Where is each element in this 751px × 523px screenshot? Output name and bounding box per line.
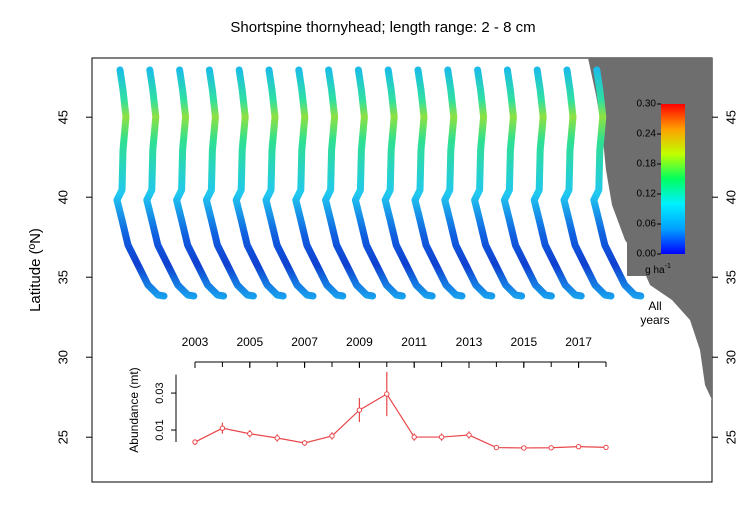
data-point — [274, 435, 280, 441]
data-point — [575, 443, 582, 450]
colorbar-tick-label: 0.18 — [637, 159, 657, 170]
colorbar-tick-label: 0.12 — [637, 189, 657, 200]
colorbar-unit: g ha — [645, 265, 665, 276]
map-strip — [173, 66, 228, 300]
map-strip — [351, 66, 406, 300]
map-strip — [500, 66, 555, 300]
y-tick-label: 45 — [55, 110, 70, 124]
colorbar-tick-label: 0.24 — [637, 129, 657, 140]
data-point — [411, 434, 417, 440]
data-point — [192, 439, 198, 445]
data-point — [219, 425, 226, 431]
chart-title: Shortspine thornyhead; length range: 2 -… — [230, 19, 535, 36]
colorbar-exponent: -1 — [665, 263, 671, 270]
y-tick-label-right: 30 — [723, 350, 738, 364]
x-tick-label: 2017 — [565, 335, 592, 349]
map-strip — [113, 66, 168, 300]
map-strips — [113, 66, 645, 300]
x-tick-label: 2015 — [510, 335, 537, 349]
data-point — [247, 431, 253, 437]
map-strip — [232, 66, 287, 300]
data-point — [329, 433, 335, 439]
data-point — [384, 391, 390, 397]
data-point — [466, 432, 472, 438]
x-tick-label: 2003 — [182, 335, 209, 349]
map-strip — [292, 66, 347, 300]
colorbar-tick-label: 0.06 — [637, 219, 657, 230]
x-tick-label: 2011 — [401, 335, 427, 349]
map-strip — [381, 66, 436, 300]
map-strip — [322, 66, 377, 300]
map-strip — [262, 66, 317, 300]
data-point — [603, 444, 609, 451]
y-tick-label-right: 45 — [723, 110, 738, 124]
y-tick-label-right: 35 — [723, 270, 738, 284]
map-strip — [530, 66, 585, 300]
y-tick-label: 0.03 — [154, 382, 166, 403]
y-tick-label: 35 — [55, 270, 70, 284]
x-tick-label: 2013 — [456, 335, 483, 349]
x-tick-label: 2005 — [236, 335, 263, 349]
map-strip — [441, 66, 496, 300]
colorbar-label: g ha-1 — [645, 263, 671, 276]
inset-y-title: Abundance (mt) — [127, 367, 141, 452]
annotation: All — [648, 299, 661, 313]
data-point — [438, 434, 445, 440]
y-tick-label: 40 — [55, 190, 70, 204]
y-tick-label-right: 25 — [723, 430, 738, 444]
data-point — [493, 444, 500, 451]
y-tick-label: 0.01 — [154, 419, 166, 440]
map-strip — [143, 66, 198, 300]
map-strip — [202, 66, 257, 300]
y-axis-title: Latitude (ºN) — [27, 228, 44, 312]
y-tick-label: 30 — [55, 350, 70, 364]
map-strip — [471, 66, 526, 300]
data-point — [521, 445, 527, 451]
y-tick-label: 25 — [55, 430, 70, 444]
x-tick-label: 2007 — [291, 335, 318, 349]
data-point — [301, 440, 308, 446]
map-strip — [590, 66, 645, 300]
data-point — [548, 445, 554, 451]
y-tick-label-right: 40 — [723, 190, 738, 204]
map-strip — [411, 66, 466, 300]
colorbar — [661, 104, 685, 254]
data-point — [356, 407, 363, 413]
annotation: years — [640, 313, 669, 327]
data-line — [194, 393, 607, 449]
x-tick-label: 2009 — [346, 335, 373, 349]
map-strip — [560, 66, 615, 300]
colorbar-tick-label: 0.30 — [637, 99, 657, 110]
colorbar-tick-label: 0.00 — [637, 249, 657, 260]
